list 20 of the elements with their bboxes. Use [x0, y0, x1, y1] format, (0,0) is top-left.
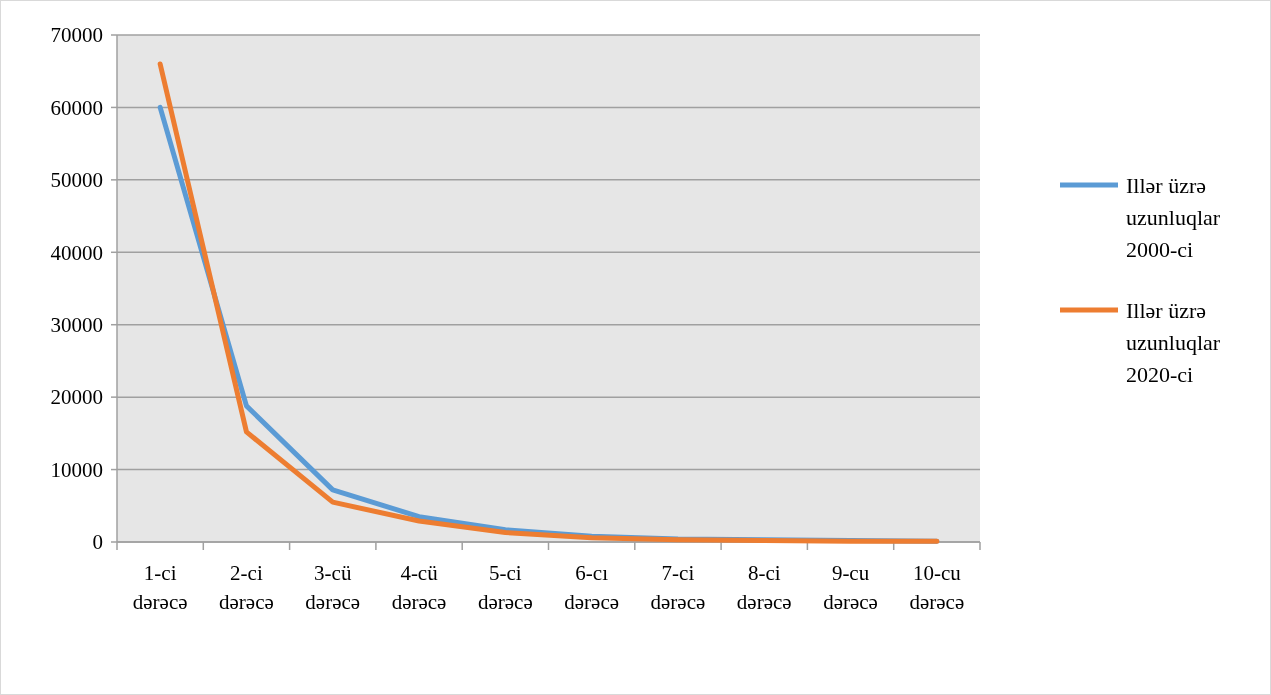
legend-label: Illər üzrə uzunluqlar 2020-ci	[1126, 297, 1221, 387]
x-tick-label: 4-cü dərəcə	[391, 561, 447, 614]
y-tick-label: 20000	[50, 385, 103, 410]
x-tick-label: 1-ci dərəcə	[132, 561, 188, 614]
legend-label: Illər üzrə uzunluqlar 2000-ci	[1126, 172, 1221, 262]
x-tick-label: 6-cı dərəcə	[564, 561, 620, 614]
y-tick-label: 0	[92, 530, 103, 555]
y-tick-label: 50000	[50, 168, 103, 193]
y-tick-label: 70000	[50, 23, 103, 48]
y-tick-label: 30000	[50, 313, 103, 338]
x-tick-label: 2-ci dərəcə	[219, 561, 274, 614]
y-tick-label: 60000	[50, 95, 103, 120]
x-tick-label: 9-cu dərəcə	[823, 561, 878, 614]
y-tick-label: 10000	[50, 457, 103, 482]
x-tick-label: 7-ci dərəcə	[650, 561, 706, 614]
x-tick-label: 5-ci dərəcə	[477, 561, 533, 614]
x-tick-label: 10-cu dərəcə	[909, 561, 965, 614]
x-tick-label: 8-ci dərəcə	[736, 561, 792, 614]
x-tick-label: 3-cü dərəcə	[305, 561, 361, 614]
y-tick-label: 40000	[50, 240, 103, 265]
